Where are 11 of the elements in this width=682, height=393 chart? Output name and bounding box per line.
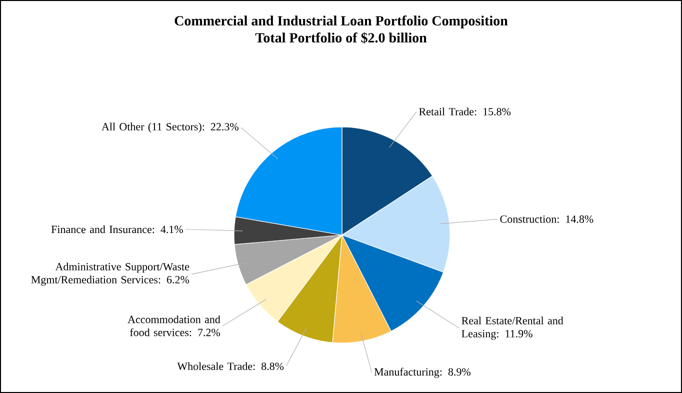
slice-label: Administrative Support/Waste Mgmt/Remediation Services: 6.2% (31, 262, 190, 286)
slice-label: Construction: 14.8% (500, 215, 594, 223)
slice-label: Wholesale Trade: 8.8% (177, 362, 284, 370)
slice-label: Finance and Insurance: 4.1% (51, 225, 183, 234)
chart-subtitle: Total Portfolio of $2.0 billion (255, 32, 427, 44)
slice-label: All Other (11 Sectors): 22.3% (102, 122, 238, 133)
slice-label: Real Estate/Rental and Leasing: 11.9% (462, 316, 564, 340)
slice-label: Manufacturing: 8.9% (374, 368, 470, 378)
chart-title: Commercial and Industrial Loan Portfolio Composition (174, 16, 508, 28)
slice-label: Accommodation and food services: 7.2% (128, 315, 220, 336)
slice-label: Retail Trade: 15.8% (419, 108, 511, 116)
